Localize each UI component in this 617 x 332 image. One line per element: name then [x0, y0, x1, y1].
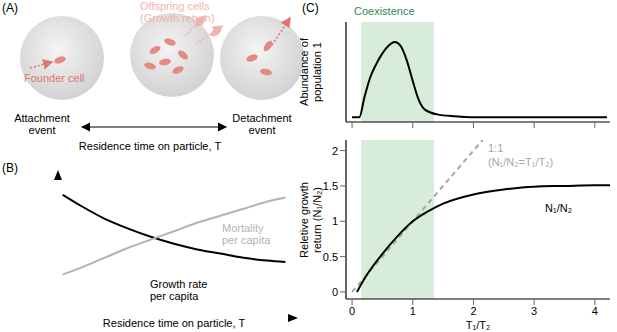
- svg-text:Founder cell: Founder cell: [24, 72, 85, 84]
- svg-text:Abundance ofpopulation 1: Abundance ofpopulation 1: [298, 37, 323, 106]
- svg-text:1:1(N₁/N₂=T₁/T₂): 1:1(N₁/N₂=T₁/T₂): [488, 142, 553, 168]
- svg-text:(A): (A): [2, 1, 18, 15]
- svg-text:3: 3: [531, 305, 537, 317]
- svg-text:0: 0: [332, 286, 338, 298]
- svg-text:N₁/N₂: N₁/N₂: [545, 202, 572, 214]
- svg-text:1.5: 1.5: [323, 180, 338, 192]
- svg-text:Coexistence: Coexistence: [354, 5, 415, 17]
- svg-text:Mortalityper capita: Mortalityper capita: [222, 222, 271, 246]
- svg-text:T₁/T₂: T₁/T₂: [466, 319, 490, 331]
- svg-text:2: 2: [332, 145, 338, 157]
- svg-text:1: 1: [332, 215, 338, 227]
- svg-text:Attachmentevent: Attachmentevent: [14, 112, 70, 136]
- svg-text:0.5: 0.5: [323, 251, 338, 263]
- svg-text:Offspring cells(Growth return): Offspring cells(Growth return): [140, 0, 215, 24]
- svg-text:2: 2: [470, 305, 476, 317]
- svg-text:(B): (B): [2, 161, 18, 175]
- svg-text:1: 1: [410, 305, 416, 317]
- svg-text:Detachmentevent: Detachmentevent: [232, 112, 291, 136]
- svg-text:Residence time on particle, T: Residence time on particle, T: [79, 140, 222, 152]
- svg-text:Residence time on particle, T: Residence time on particle, T: [103, 317, 246, 329]
- svg-text:(C): (C): [302, 1, 319, 15]
- svg-text:4: 4: [592, 305, 598, 317]
- svg-text:Growth rateper capita: Growth rateper capita: [150, 278, 207, 302]
- svg-text:Reletive growthreturn (N₁/N₂): Reletive growthreturn (N₁/N₂): [298, 182, 323, 258]
- svg-text:0: 0: [349, 305, 355, 317]
